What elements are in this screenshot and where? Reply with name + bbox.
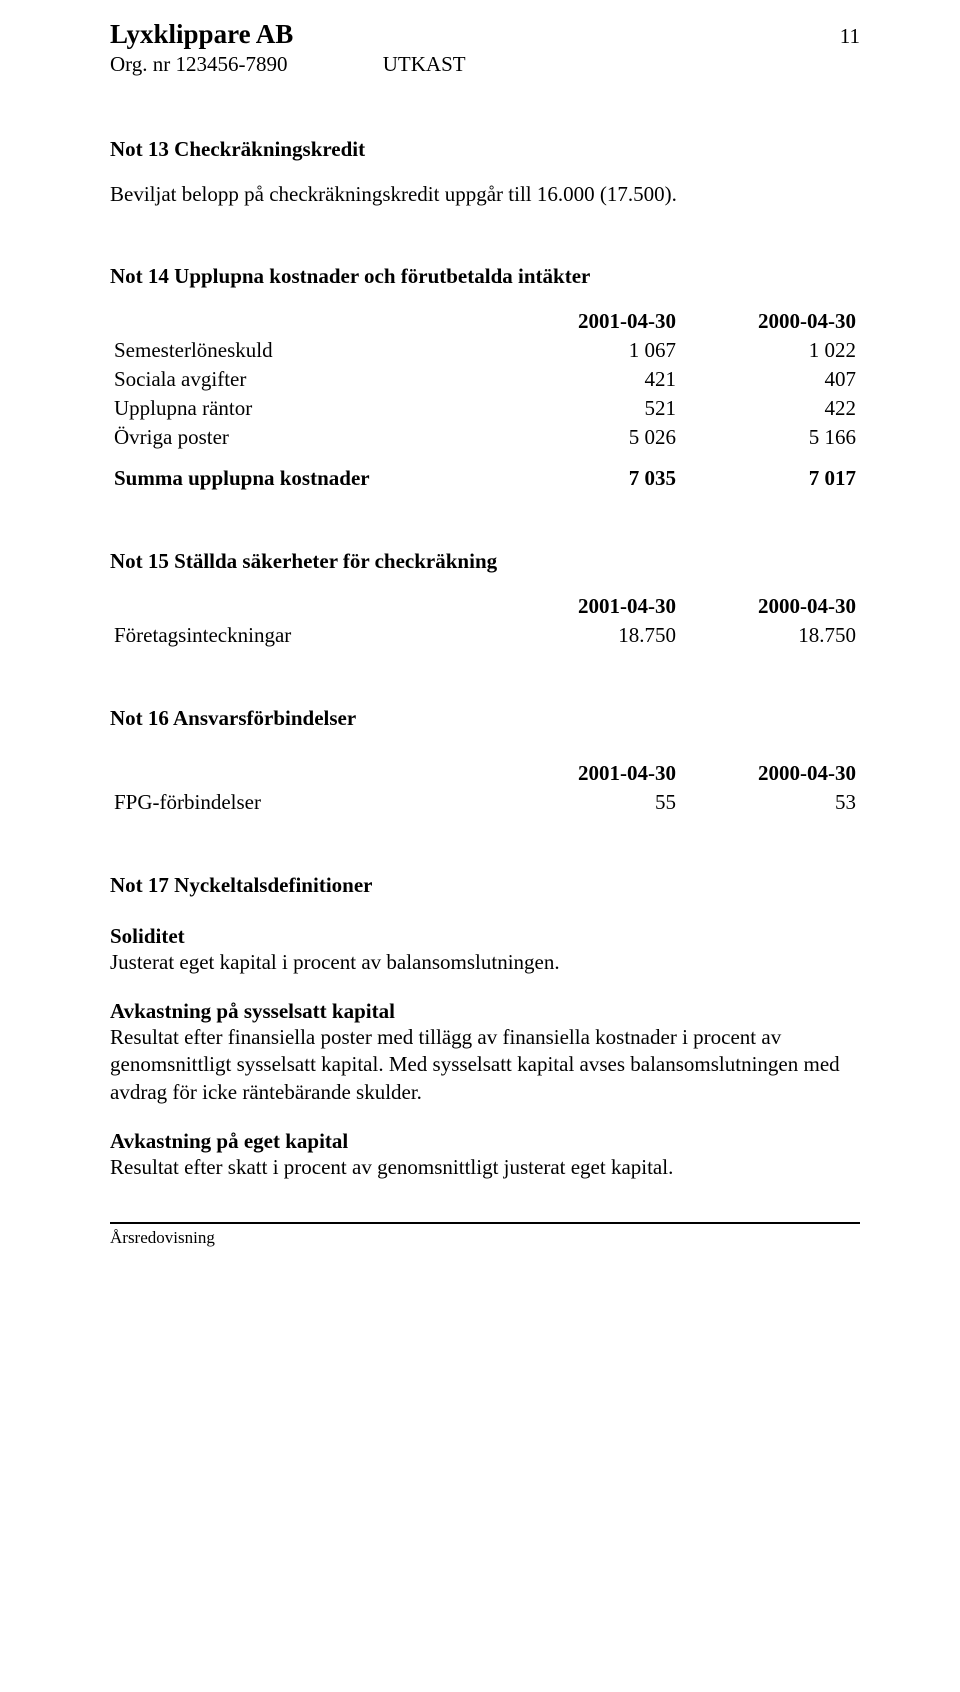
row-label: Sociala avgifter (110, 365, 500, 394)
definition-title: Avkastning på eget kapital (110, 1129, 860, 1154)
note-13-title: Not 13 Checkräkningskredit (110, 137, 860, 162)
note-16-title: Not 16 Ansvarsförbindelser (110, 706, 860, 731)
row-label: FPG-förbindelser (110, 788, 500, 817)
row-val-a: 1 067 (500, 336, 680, 365)
table-header-row: 2001-04-30 2000-04-30 (110, 307, 860, 336)
table-row: Upplupna räntor 521 422 (110, 394, 860, 423)
table-row: Semesterlöneskuld 1 067 1 022 (110, 336, 860, 365)
page-footer: Årsredovisning (110, 1222, 860, 1248)
note-17-title: Not 17 Nyckeltalsdefinitioner (110, 873, 860, 898)
row-val-b: 5 166 (680, 423, 860, 452)
page-number: 11 (840, 24, 860, 49)
table-row: Företagsinteckningar 18.750 18.750 (110, 621, 860, 650)
org-row: Org. nr 123456-7890 UTKAST (110, 52, 840, 77)
row-val-a: 5 026 (500, 423, 680, 452)
note-14-title: Not 14 Upplupna kostnader och förutbetal… (110, 264, 860, 289)
table-header-row: 2001-04-30 2000-04-30 (110, 759, 860, 788)
note-16-table: 2001-04-30 2000-04-30 FPG-förbindelser 5… (110, 759, 860, 817)
row-val-b: 1 022 (680, 336, 860, 365)
table-header-row: 2001-04-30 2000-04-30 (110, 592, 860, 621)
note-13: Not 13 Checkräkningskredit Beviljat belo… (110, 137, 860, 208)
definition-title: Soliditet (110, 924, 860, 949)
note-14-table: 2001-04-30 2000-04-30 Semesterlöneskuld … (110, 307, 860, 493)
row-label: Upplupna räntor (110, 394, 500, 423)
table-row: FPG-förbindelser 55 53 (110, 788, 860, 817)
page: Lyxklippare AB Org. nr 123456-7890 UTKAS… (0, 0, 960, 1268)
row-label: Övriga poster (110, 423, 500, 452)
row-val-b: 422 (680, 394, 860, 423)
row-val-a: 421 (500, 365, 680, 394)
col-header-a: 2001-04-30 (500, 592, 680, 621)
row-label: Semesterlöneskuld (110, 336, 500, 365)
col-header-a: 2001-04-30 (500, 307, 680, 336)
definition-body: Resultat efter skatt i procent av genoms… (110, 1154, 860, 1182)
header-empty (110, 759, 500, 788)
note-17: Not 17 Nyckeltalsdefinitioner Soliditet … (110, 873, 860, 1182)
note-15-title: Not 15 Ställda säkerheter för checkräkni… (110, 549, 860, 574)
document-header: Lyxklippare AB Org. nr 123456-7890 UTKAS… (110, 20, 860, 77)
definition-body: Justerat eget kapital i procent av balan… (110, 949, 860, 977)
definition-title: Avkastning på sysselsatt kapital (110, 999, 860, 1024)
org-number: Org. nr 123456-7890 (110, 52, 288, 76)
definition-block: Avkastning på sysselsatt kapital Resulta… (110, 999, 860, 1107)
header-left: Lyxklippare AB Org. nr 123456-7890 UTKAS… (110, 20, 840, 77)
row-label: Företagsinteckningar (110, 621, 500, 650)
table-row: Sociala avgifter 421 407 (110, 365, 860, 394)
note-15-table: 2001-04-30 2000-04-30 Företagsinteckning… (110, 592, 860, 650)
table-sum-row: Summa upplupna kostnader 7 035 7 017 (110, 452, 860, 493)
col-header-b: 2000-04-30 (680, 592, 860, 621)
note-15: Not 15 Ställda säkerheter för checkräkni… (110, 549, 860, 650)
definition-block: Soliditet Justerat eget kapital i procen… (110, 924, 860, 977)
company-name: Lyxklippare AB (110, 20, 840, 50)
row-val-a: 18.750 (500, 621, 680, 650)
sum-label: Summa upplupna kostnader (110, 452, 500, 493)
note-14: Not 14 Upplupna kostnader och förutbetal… (110, 264, 860, 493)
sum-val-a: 7 035 (500, 452, 680, 493)
row-val-a: 521 (500, 394, 680, 423)
definition-body: Resultat efter finansiella poster med ti… (110, 1024, 860, 1107)
col-header-b: 2000-04-30 (680, 759, 860, 788)
table-row: Övriga poster 5 026 5 166 (110, 423, 860, 452)
row-val-a: 55 (500, 788, 680, 817)
row-val-b: 53 (680, 788, 860, 817)
definition-block: Avkastning på eget kapital Resultat efte… (110, 1129, 860, 1182)
footer-text: Årsredovisning (110, 1228, 215, 1247)
header-empty (110, 307, 500, 336)
note-13-body: Beviljat belopp på checkräkningskredit u… (110, 180, 860, 208)
col-header-b: 2000-04-30 (680, 307, 860, 336)
row-val-b: 407 (680, 365, 860, 394)
note-16: Not 16 Ansvarsförbindelser 2001-04-30 20… (110, 706, 860, 817)
draft-label: UTKAST (383, 52, 466, 77)
header-empty (110, 592, 500, 621)
row-val-b: 18.750 (680, 621, 860, 650)
sum-val-b: 7 017 (680, 452, 860, 493)
col-header-a: 2001-04-30 (500, 759, 680, 788)
